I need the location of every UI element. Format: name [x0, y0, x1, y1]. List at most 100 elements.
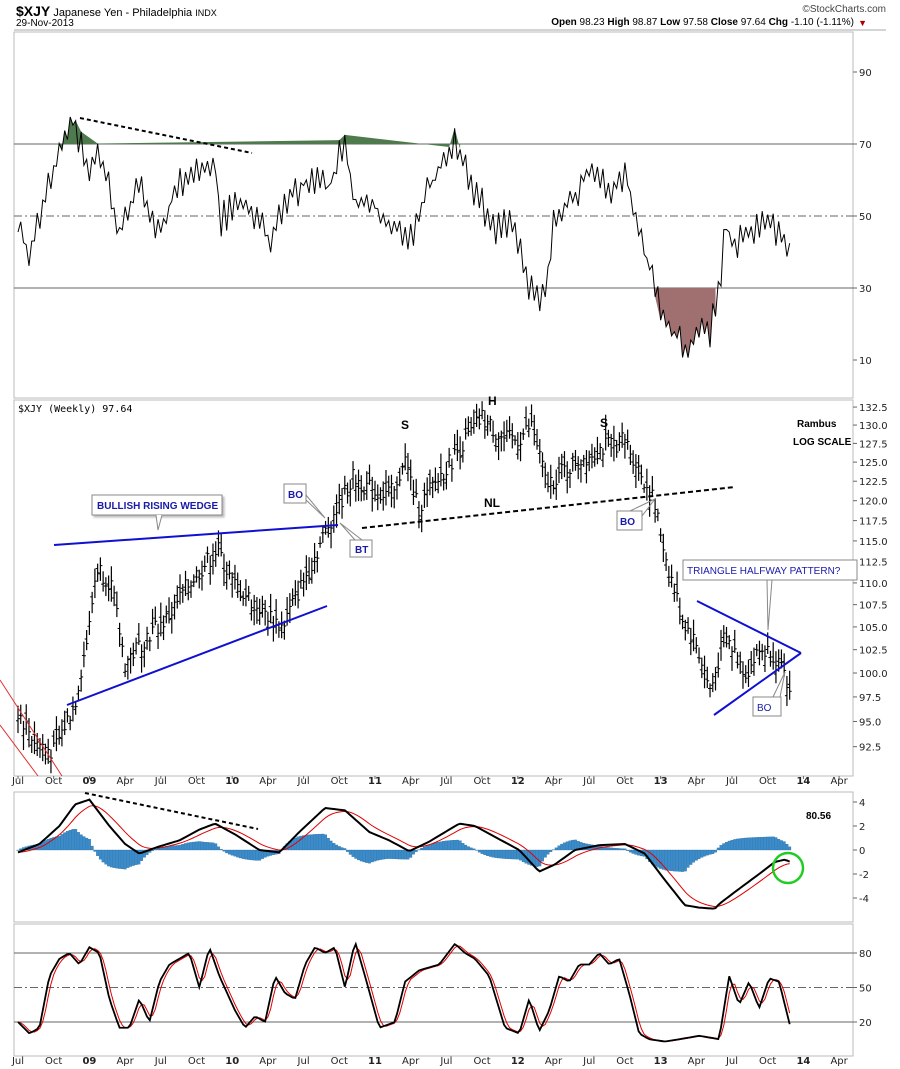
macd-histogram-bar — [744, 837, 748, 851]
macd-histogram-bar — [766, 836, 770, 851]
macd-histogram-bar — [414, 849, 418, 852]
macd-histogram-bar — [249, 849, 253, 861]
macd-histogram-bar — [546, 849, 550, 855]
price-axis-label: 122.5 — [859, 477, 888, 488]
macd-histogram-bar — [477, 849, 481, 853]
macd-histogram-bar — [620, 848, 624, 851]
macd-histogram-bar — [153, 849, 157, 851]
macd-histogram-bar — [768, 836, 772, 851]
macd-histogram-bar — [129, 849, 133, 867]
macd-histogram-bar — [131, 849, 135, 866]
macd-histogram-bar — [195, 841, 198, 851]
macd-histogram-bar — [420, 847, 424, 851]
macd-histogram-bar — [178, 844, 182, 851]
macd-histogram-bar — [617, 848, 621, 851]
macd-histogram-bar — [444, 840, 448, 851]
macd-histogram-bar — [85, 837, 89, 851]
macd-histogram-bar — [557, 845, 561, 851]
x-axis-label: Jul — [439, 776, 452, 787]
macd-histogram-bar — [609, 847, 613, 851]
stoch-axis-label: 50 — [859, 984, 872, 995]
macd-histogram-bar — [708, 849, 712, 855]
macd-histogram-bar — [455, 839, 459, 851]
x-axis-label: Jul — [725, 776, 738, 787]
macd-histogram-bar — [565, 841, 569, 851]
x-axis-label: Oct — [331, 1056, 348, 1067]
callout-bt: BT — [339, 522, 373, 558]
macd-histogram-bar — [387, 849, 391, 859]
stoch-panel — [13, 923, 854, 1057]
macd-histogram-bar — [749, 837, 753, 851]
macd-histogram-bar — [538, 849, 542, 867]
x-axis-label: 12 — [511, 1056, 525, 1067]
macd-histogram-bar — [214, 843, 218, 851]
x-axis-label: Apr — [116, 1056, 134, 1067]
macd-histogram-bar — [683, 849, 687, 872]
macd-histogram-bar — [670, 849, 674, 872]
macd-histogram-bar — [318, 833, 322, 851]
macd-signal-line — [17, 805, 790, 908]
x-axis-label: Apr — [830, 1056, 848, 1067]
macd-histogram-bar — [68, 830, 72, 851]
instrument-name: Japanese Yen - Philadelphia — [53, 7, 193, 19]
macd-histogram-bar — [711, 849, 715, 854]
macd-histogram-bar — [505, 849, 509, 859]
macd-histogram-bar — [348, 849, 352, 855]
macd-histogram-bar — [631, 849, 635, 854]
macd-histogram-bar — [340, 847, 344, 851]
open-label: Open — [551, 17, 577, 28]
macd-histogram-bar — [247, 849, 251, 860]
callout-bo2: BO — [616, 498, 656, 531]
macd-histogram-bar — [499, 849, 503, 859]
macd-histogram-bar — [697, 849, 701, 860]
macd-histogram-bar — [560, 843, 564, 851]
callout-wedge-text: BULLISH RISING WEDGE — [97, 501, 218, 512]
channel-line-lower — [0, 724, 39, 777]
macd-histogram-bar — [335, 844, 339, 851]
macd-histogram-bar — [733, 839, 737, 851]
stoch-axis-label: 20 — [859, 1018, 872, 1029]
x-axis-label: Apr — [545, 776, 563, 787]
macd-histogram-bar — [689, 849, 693, 865]
macd-histogram-bar — [222, 849, 226, 852]
head-label: H — [488, 394, 497, 408]
macd-histogram-bar — [244, 849, 248, 860]
macd-histogram-bar — [760, 836, 764, 851]
high-label: High — [607, 17, 630, 28]
macd-histogram-bar — [472, 848, 476, 851]
macd-histogram-bar — [296, 836, 300, 851]
macd-histogram-bar — [508, 849, 512, 860]
rsi-axis-label: 30 — [859, 284, 872, 295]
macd-axis-label: 0 — [859, 846, 865, 857]
macd-histogram-bar — [615, 848, 619, 851]
macd-histogram-bar — [93, 849, 97, 852]
rsi-axis-label: 90 — [859, 68, 872, 79]
price-axis-label: 112.5 — [859, 558, 888, 569]
macd-histogram-bar — [236, 849, 240, 858]
callout-bo2-text: BO — [620, 517, 635, 528]
macd-histogram-bar — [203, 841, 207, 851]
macd-histogram-bar — [57, 836, 61, 851]
low-label: Low — [660, 17, 681, 28]
macd-histogram-bar — [782, 841, 786, 851]
macd-histogram-bar — [497, 849, 501, 859]
macd-histogram-bar — [211, 842, 215, 851]
highlight-circle — [771, 851, 805, 885]
price-axis-label: 115.0 — [859, 537, 888, 548]
macd-histogram-bar — [502, 849, 506, 859]
macd-histogram-bar — [255, 849, 259, 861]
macd-histogram-bar — [549, 849, 553, 852]
macd-histogram-bar — [491, 849, 495, 858]
macd-histogram-bar — [321, 833, 325, 851]
x-axis-label: Apr — [688, 776, 706, 787]
price-axis-label: 120.0 — [859, 497, 888, 508]
x-axis-label: Oct — [473, 776, 490, 787]
macd-histogram-bar — [390, 849, 393, 859]
macd-histogram-bar — [315, 834, 319, 851]
macd-histogram-bar — [175, 845, 179, 851]
macd-histogram-bar — [230, 849, 234, 856]
macd-histogram-bar — [54, 836, 58, 851]
macd-histogram-bar — [672, 849, 676, 872]
x-axis-label: Jul — [154, 776, 167, 787]
macd-histogram-bar — [332, 843, 336, 851]
